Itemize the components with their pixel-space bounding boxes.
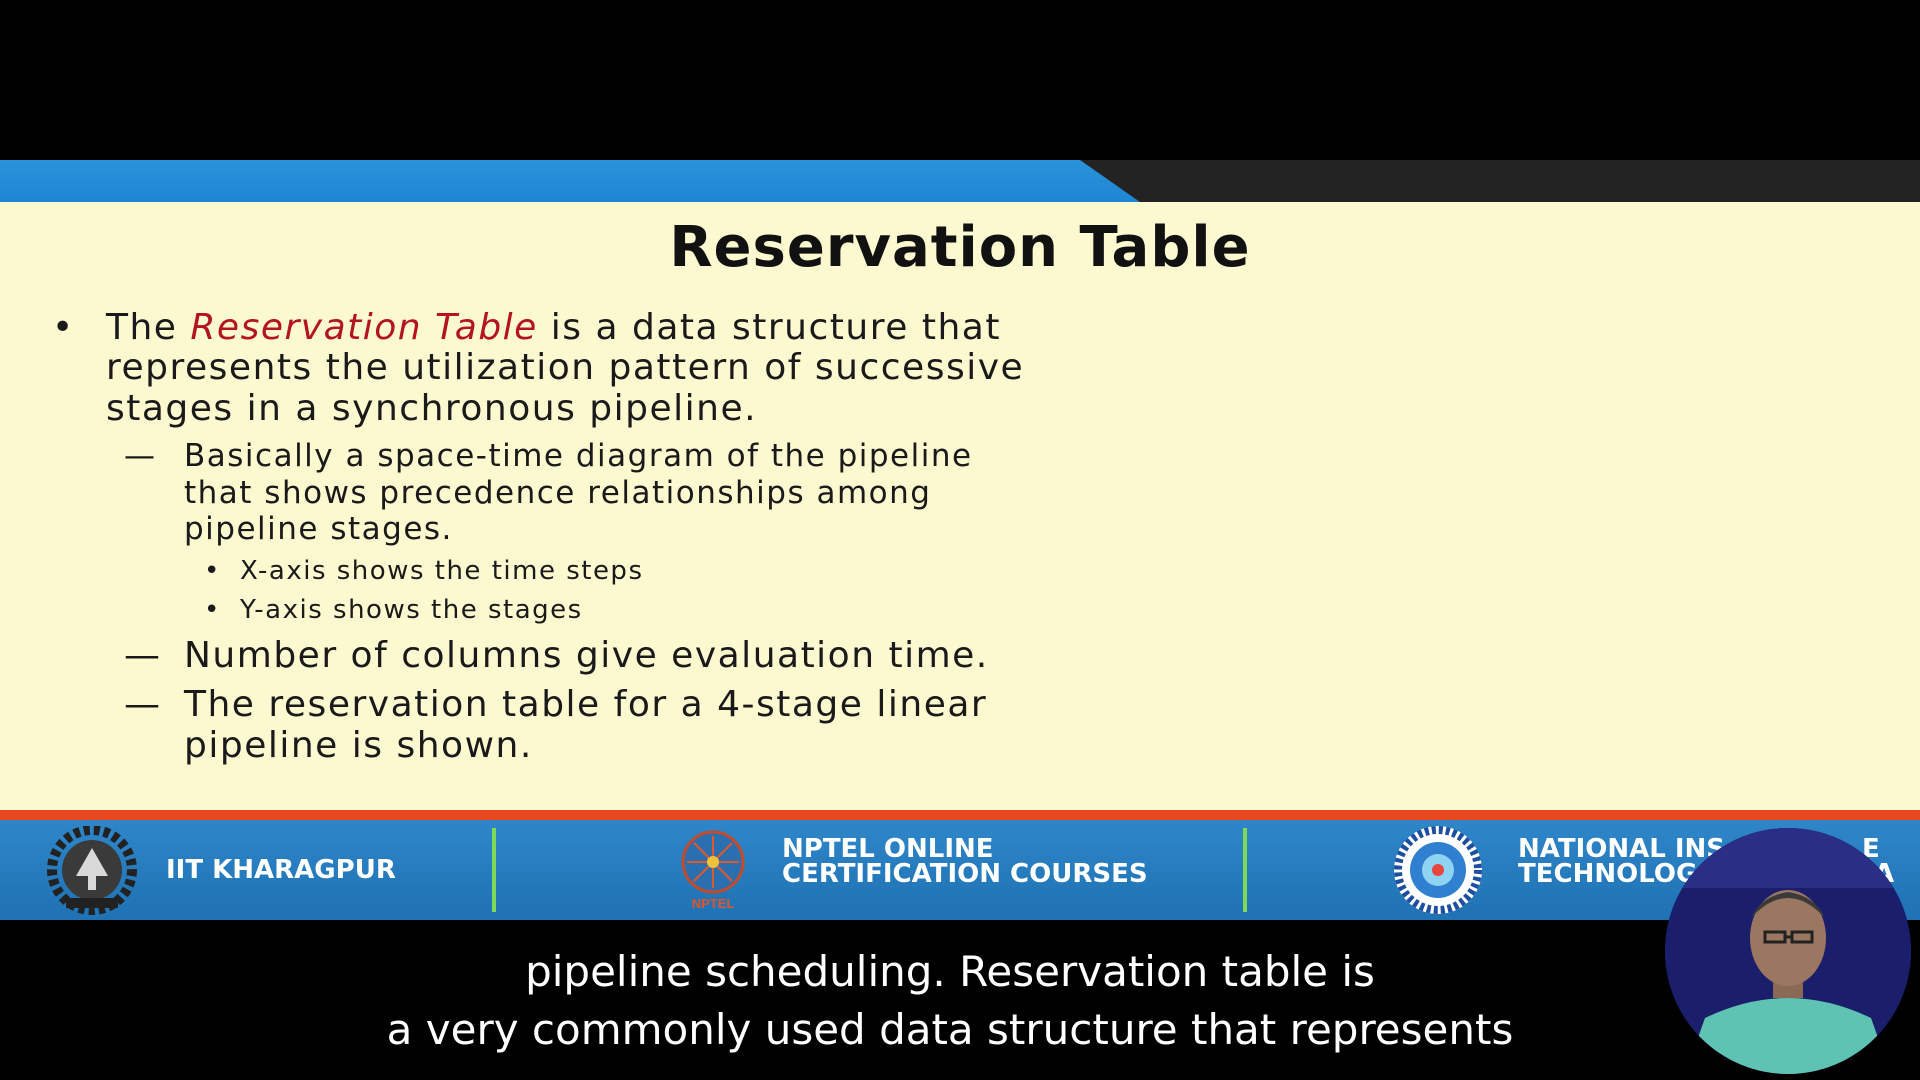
sub-bullet-2: Number of columns give evaluation time. — [184, 635, 989, 676]
nptel-label-line-2: CERTIFICATION COURSES — [782, 859, 1148, 889]
bullet-1-line-3: stages in a synchronous pipeline. — [106, 388, 758, 429]
sub-bullet-1-line-2: that shows precedence relationships amon… — [184, 475, 932, 511]
top-letterbox — [0, 0, 1920, 160]
dash-marker: — — [124, 684, 162, 725]
institute-label-line-1: NATIONAL INS — [1518, 834, 1726, 864]
sub-bullet-1-line-1: Basically a space-time diagram of the pi… — [184, 438, 973, 474]
footer-accent-stripe — [0, 810, 1920, 820]
subtitle-line-2: a very commonly used data structure that… — [386, 1005, 1514, 1054]
sub-bullet-3-line-2: pipeline is shown. — [184, 725, 533, 766]
bullet-1-line-1: The Reservation Table is a data structur… — [106, 308, 1001, 348]
x-axis-item: X-axis shows the time steps — [240, 556, 644, 586]
bullet-marker: • — [52, 307, 75, 348]
bullet-1-text-end: is a data structure that — [537, 307, 1001, 348]
bullet-marker: • — [204, 595, 221, 625]
institute-label-line-2: TECHNOLOG — [1518, 859, 1698, 889]
y-axis-item: Y-axis shows the stages — [240, 595, 583, 625]
footer-divider — [492, 828, 496, 912]
footer-bar — [0, 820, 1920, 920]
footer-divider — [1243, 828, 1247, 912]
national-institute-logo-icon — [1374, 822, 1502, 918]
bullet-1-text-start: The — [106, 307, 191, 348]
bullet-marker: • — [204, 556, 221, 586]
subtitle-line-1: pipeline scheduling. Reservation table i… — [525, 947, 1375, 996]
sub-bullet-1-line-3: pipeline stages. — [184, 511, 453, 547]
slide-title: Reservation Table — [669, 215, 1251, 280]
bullet-1-line-2: represents the utilization pattern of su… — [106, 347, 1025, 388]
dash-marker: — — [124, 438, 157, 474]
nptel-label-line-1: NPTEL ONLINE — [782, 834, 994, 864]
sub-bullet-3-line-1: The reservation table for a 4-stage line… — [184, 684, 988, 725]
reservation-table-emphasis: Reservation Table — [190, 307, 538, 348]
iit-kharagpur-label: IIT KHARAGPUR — [166, 855, 396, 885]
nptel-logo-icon: NPTEL — [666, 824, 760, 912]
subtitle-band — [0, 920, 1920, 1080]
iit-kharagpur-logo-icon — [36, 825, 148, 916]
slide-header-accent — [0, 160, 1140, 202]
presenter-video — [1665, 828, 1911, 1074]
slide-body — [0, 202, 1920, 810]
presenter-shirt — [1685, 998, 1891, 1074]
dash-marker: — — [124, 635, 162, 676]
nptel-logo-text: NPTEL — [692, 896, 735, 911]
